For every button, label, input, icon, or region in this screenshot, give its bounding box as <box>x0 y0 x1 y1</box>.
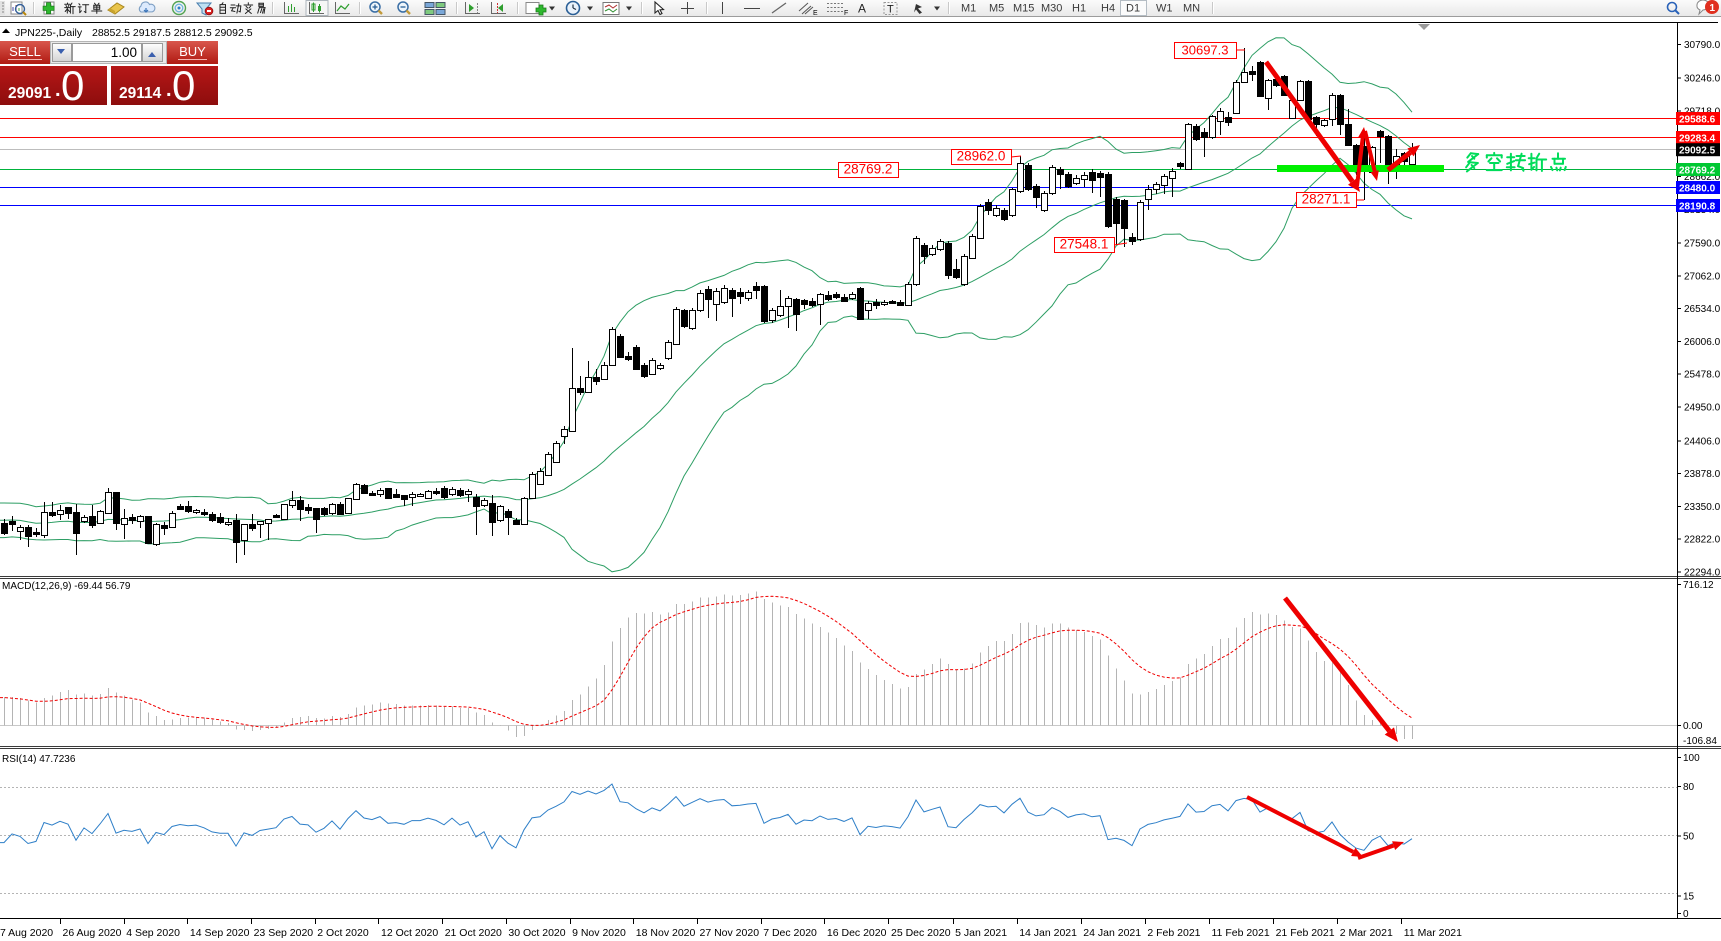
svg-text:RSI(14) 47.7236: RSI(14) 47.7236 <box>2 754 76 765</box>
svg-text:100: 100 <box>1683 753 1700 764</box>
svg-text:23878.0: 23878.0 <box>1684 469 1721 480</box>
svg-text:28271.1: 28271.1 <box>1302 192 1351 207</box>
svg-text:22294.0: 22294.0 <box>1684 568 1721 579</box>
svg-text:30246.0: 30246.0 <box>1684 74 1721 85</box>
svg-text:W1: W1 <box>1156 3 1173 15</box>
svg-text:18 Nov 2020: 18 Nov 2020 <box>636 927 696 939</box>
svg-text:28190.8: 28190.8 <box>1679 201 1716 212</box>
svg-text:24 Jan 2021: 24 Jan 2021 <box>1083 927 1141 939</box>
svg-text:27062.0: 27062.0 <box>1684 271 1721 282</box>
svg-text:29718.0: 29718.0 <box>1684 106 1721 117</box>
svg-text:30790.0: 30790.0 <box>1684 40 1721 51</box>
svg-text:F: F <box>844 10 848 17</box>
svg-text:25 Dec 2020: 25 Dec 2020 <box>891 927 951 939</box>
svg-text:716.12: 716.12 <box>1683 580 1714 591</box>
svg-text:1: 1 <box>1710 3 1716 14</box>
svg-text:23350.0: 23350.0 <box>1684 502 1721 513</box>
svg-text:16 Dec 2020: 16 Dec 2020 <box>827 927 887 939</box>
svg-text:14 Jan 2021: 14 Jan 2021 <box>1019 927 1077 939</box>
svg-text:2 Feb 2021: 2 Feb 2021 <box>1147 927 1200 939</box>
svg-text:E: E <box>813 10 818 17</box>
svg-text:5 Jan 2021: 5 Jan 2021 <box>955 927 1007 939</box>
svg-text:A: A <box>858 2 866 16</box>
svg-text:30 Oct 2020: 30 Oct 2020 <box>508 927 565 939</box>
svg-text:0: 0 <box>1683 909 1689 920</box>
svg-text:0.00: 0.00 <box>1683 721 1703 732</box>
svg-text:28769.2: 28769.2 <box>1679 165 1716 176</box>
svg-text:26006.0: 26006.0 <box>1684 337 1721 348</box>
svg-text:12 Oct 2020: 12 Oct 2020 <box>381 927 438 939</box>
svg-text:29588.6: 29588.6 <box>1679 114 1716 125</box>
svg-text:21 Oct 2020: 21 Oct 2020 <box>445 927 502 939</box>
svg-text:14 Sep 2020: 14 Sep 2020 <box>190 927 250 939</box>
svg-text:MN: MN <box>1183 3 1200 15</box>
svg-text:26 Aug 2020: 26 Aug 2020 <box>63 927 122 939</box>
svg-text:28662.0: 28662.0 <box>1684 172 1721 183</box>
svg-text:30697.3: 30697.3 <box>1182 43 1229 58</box>
svg-text:2 Oct 2020: 2 Oct 2020 <box>317 927 369 939</box>
svg-text:29092.5: 29092.5 <box>1679 146 1716 157</box>
svg-text:11 Feb 2021: 11 Feb 2021 <box>1212 927 1270 939</box>
svg-text:27590.0: 27590.0 <box>1684 239 1721 250</box>
svg-text:23 Sep 2020: 23 Sep 2020 <box>254 927 314 939</box>
svg-text:15: 15 <box>1683 892 1695 903</box>
svg-text:9 Nov 2020: 9 Nov 2020 <box>572 927 626 939</box>
svg-text:11 Mar 2021: 11 Mar 2021 <box>1404 927 1462 939</box>
svg-text:22822.0: 22822.0 <box>1684 535 1721 546</box>
svg-text:M1: M1 <box>961 3 976 15</box>
svg-text:H1: H1 <box>1072 3 1086 15</box>
svg-text:2 Mar 2021: 2 Mar 2021 <box>1340 927 1393 939</box>
svg-text:24406.0: 24406.0 <box>1684 436 1721 447</box>
svg-text:7 Aug 2020: 7 Aug 2020 <box>0 927 53 939</box>
svg-text:MACD(12,26,9) -69.44 56.79: MACD(12,26,9) -69.44 56.79 <box>2 581 131 592</box>
svg-text:7 Dec 2020: 7 Dec 2020 <box>763 927 817 939</box>
svg-text:28962.0: 28962.0 <box>957 149 1006 164</box>
svg-text:80: 80 <box>1683 782 1695 793</box>
svg-text:JPN225-,Daily: JPN225-,Daily <box>15 27 83 39</box>
svg-text:27 Nov 2020: 27 Nov 2020 <box>700 927 760 939</box>
svg-text:26534.0: 26534.0 <box>1684 304 1721 315</box>
svg-text:4 Sep 2020: 4 Sep 2020 <box>126 927 180 939</box>
svg-text:50: 50 <box>1683 832 1695 843</box>
svg-text:-106.84: -106.84 <box>1683 736 1717 747</box>
svg-text:29283.4: 29283.4 <box>1679 133 1716 144</box>
svg-text:D1: D1 <box>1126 3 1140 15</box>
svg-text:28852.5 29187.5 28812.5 29092.: 28852.5 29187.5 28812.5 29092.5 <box>92 27 253 39</box>
svg-text:H4: H4 <box>1101 3 1115 15</box>
svg-text:M15: M15 <box>1013 3 1034 15</box>
svg-text:28480.0: 28480.0 <box>1679 183 1716 194</box>
svg-text:24950.0: 24950.0 <box>1684 403 1721 414</box>
svg-text:T: T <box>887 4 894 16</box>
svg-text:27548.1: 27548.1 <box>1060 237 1109 252</box>
svg-text:M30: M30 <box>1041 3 1062 15</box>
svg-text:M5: M5 <box>989 3 1004 15</box>
svg-text:21 Feb 2021: 21 Feb 2021 <box>1276 927 1335 939</box>
svg-text:25478.0: 25478.0 <box>1684 370 1721 381</box>
svg-text:28769.2: 28769.2 <box>844 162 893 177</box>
